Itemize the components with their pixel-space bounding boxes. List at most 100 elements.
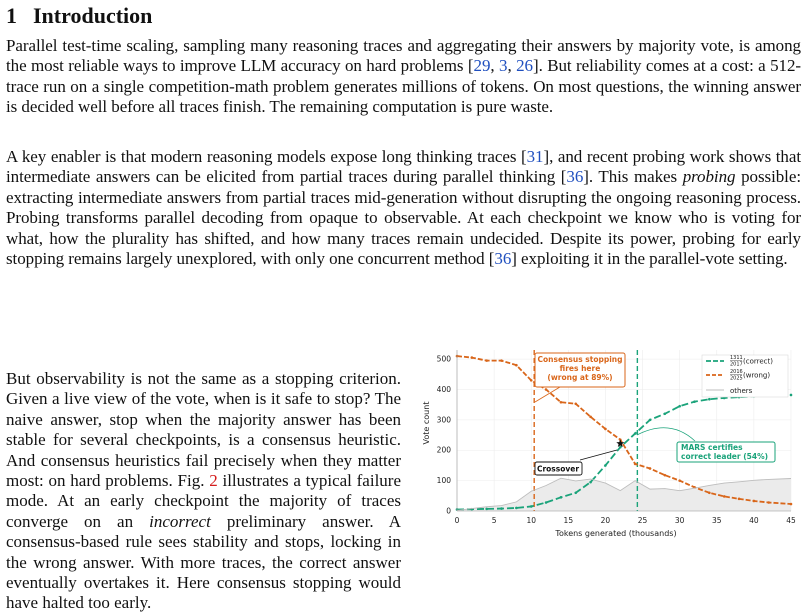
- citation-3[interactable]: 3: [499, 56, 508, 76]
- point-wrong-13: [648, 467, 652, 470]
- point-wrong-14: [663, 473, 667, 477]
- p1-text-2: ]. But reliability comes at a cost: a 51…: [6, 56, 801, 117]
- crossover-annotation: Crossover: [534, 449, 618, 476]
- x-tick-label-10: 10: [526, 516, 536, 525]
- p2-text-5: ] exploiting it in the parallel-vote set…: [511, 249, 788, 269]
- point-correct-3: [500, 507, 503, 510]
- point-wrong-7: [559, 400, 563, 404]
- mars-annotation-box: [676, 441, 776, 463]
- section-title: Introduction: [33, 3, 153, 28]
- consensus-annotation-line3: (wrong at 89%): [547, 373, 612, 382]
- point-correct-4: [515, 506, 518, 510]
- x-tick-label-15: 15: [564, 516, 574, 525]
- point-correct-11: [618, 445, 622, 449]
- section-heading: 1 Introduction: [6, 2, 152, 30]
- x-tick-label-20: 20: [601, 516, 611, 525]
- p2-text-4: possible: extracting intermediate answer…: [6, 167, 801, 269]
- point-wrong-6: [544, 388, 548, 391]
- paragraph-1: Parallel test-time scaling, sampling man…: [6, 36, 801, 118]
- point-correct-13: [648, 418, 652, 422]
- point-correct-15: [678, 404, 681, 408]
- y-tick-label-500: 500: [437, 355, 452, 364]
- p3-text-1: But observability is not the same as a s…: [6, 369, 401, 491]
- consensus-annotation: Consensus stopping fires here (wrong at …: [534, 352, 626, 403]
- point-correct-5: [529, 505, 533, 508]
- p3-text-2: illustrates a typical failure mode. At a…: [6, 471, 401, 531]
- y-tick-label-200: 200: [437, 446, 452, 455]
- y-tick-label-300: 300: [437, 415, 452, 424]
- consensus-annotation-arrow: [534, 386, 561, 403]
- y-tick-label-0: 0: [446, 507, 451, 516]
- section-number: 1: [6, 3, 17, 28]
- x-axis-label: Tokens generated (thousands): [554, 529, 676, 538]
- p2-text-2: ], and recent probing work shows that in…: [6, 147, 801, 187]
- point-correct-2: [485, 507, 488, 511]
- others-area: [457, 478, 791, 511]
- citation-29[interactable]: 29: [473, 56, 491, 76]
- chart-legend: 1311 2017 (correct) 2016 2025 (wrong) ot…: [701, 354, 789, 398]
- citation-31[interactable]: 31: [526, 147, 544, 166]
- p1-sep-1: ,: [490, 56, 500, 76]
- point-wrong-18: [722, 495, 726, 498]
- p1-sep-2: ,: [507, 56, 517, 76]
- point-wrong-19: [737, 497, 741, 501]
- point-wrong-12: [633, 462, 637, 466]
- point-wrong-20: [752, 499, 756, 503]
- point-wrong-21: [767, 501, 771, 504]
- legend-correct-numerator: 1311: [730, 355, 743, 361]
- figure-reference[interactable]: 2: [209, 471, 218, 491]
- series-line-others: [456, 477, 792, 511]
- consensus-annotation-box: [534, 352, 626, 388]
- point-correct-7: [559, 496, 563, 499]
- point-wrong-22: [789, 502, 793, 506]
- legend-wrong-denominator: 2025: [730, 376, 743, 382]
- p3-emphasis: incorrect: [149, 511, 211, 531]
- citation-36[interactable]: 36: [566, 167, 584, 187]
- paragraph-3: But observability is not the same as a s…: [6, 369, 401, 614]
- p1-text-1: Parallel test-time scaling, sampling man…: [6, 36, 801, 76]
- crossover-label: Crossover: [537, 465, 579, 474]
- paragraph-2: A key enabler is that modern reasoning m…: [6, 147, 801, 269]
- point-correct-16: [693, 400, 696, 403]
- legend-others-label: others: [730, 387, 753, 395]
- others-area-fill: [457, 478, 791, 511]
- point-correct-8: [574, 491, 578, 495]
- p2-text-1: A key enabler is that modern reasoning m…: [6, 147, 527, 166]
- y-axis-label: Vote count: [422, 402, 431, 445]
- x-tick-label-30: 30: [675, 516, 685, 525]
- point-correct-22: [789, 393, 793, 397]
- point-wrong-1: [470, 356, 474, 359]
- legend-correct-label: (correct): [743, 358, 773, 366]
- citation-36-second[interactable]: 36: [494, 249, 512, 269]
- x-tick-label-0: 0: [455, 516, 460, 525]
- point-wrong-10: [604, 427, 607, 431]
- point-correct-12: [633, 432, 637, 435]
- point-wrong-4: [515, 363, 518, 367]
- p2-text-3: ]. This makes: [583, 167, 683, 187]
- legend-wrong-numerator: 2016: [730, 369, 743, 375]
- y-tick-label-100: 100: [437, 476, 452, 485]
- x-tick-label-35: 35: [712, 516, 722, 525]
- paper-page: 1 Introduction Parallel test-time scaling…: [6, 2, 801, 612]
- mars-annotation-line2: correct leader (54%): [681, 452, 768, 461]
- legend-wrong-label: (wrong): [743, 372, 770, 380]
- point-wrong-17: [708, 491, 711, 495]
- consensus-annotation-line1: Consensus stopping: [538, 355, 623, 364]
- p2-emphasis: probing: [682, 167, 736, 187]
- consensus-annotation-line2: fires here: [560, 364, 601, 373]
- point-wrong-15: [678, 479, 681, 482]
- citation-26[interactable]: 26: [516, 56, 533, 76]
- point-wrong-2: [485, 359, 488, 362]
- legend-correct-denominator: 2017: [730, 362, 743, 368]
- mars-annotation-line1: MARS certifies: [681, 443, 743, 452]
- point-wrong-9: [589, 415, 592, 419]
- point-correct-18: [722, 396, 726, 400]
- crossover-pointer: [579, 449, 618, 461]
- point-wrong-3: [500, 359, 503, 362]
- x-tick-label-45: 45: [786, 516, 796, 525]
- point-correct-17: [708, 397, 711, 401]
- stopping-lines: [533, 350, 639, 511]
- x-tick-label-5: 5: [492, 516, 497, 525]
